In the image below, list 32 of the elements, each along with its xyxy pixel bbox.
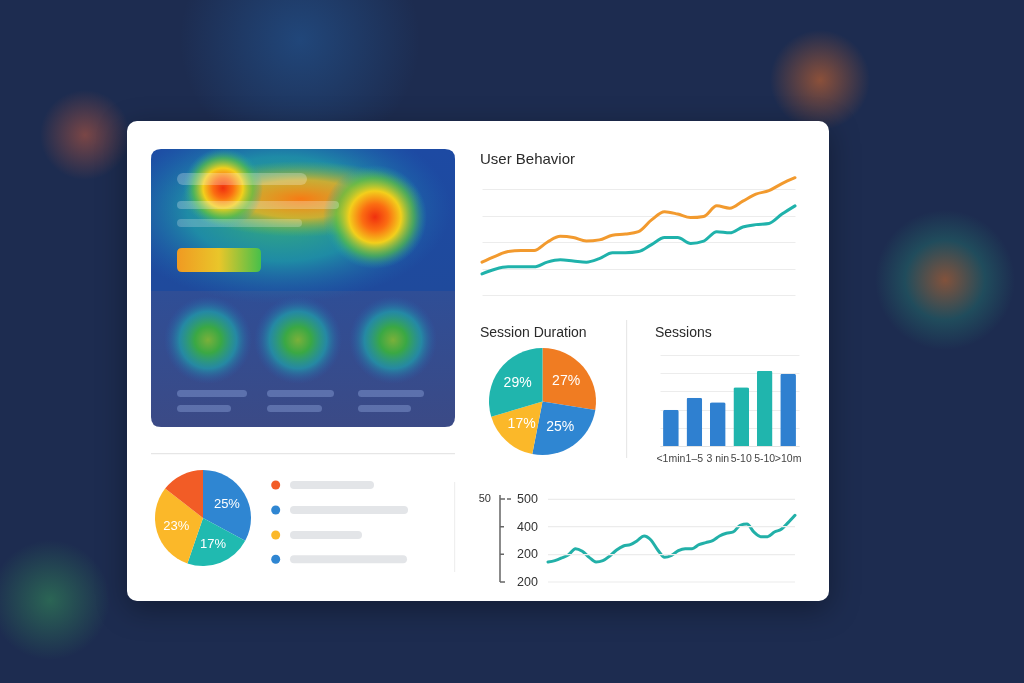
pie-slice xyxy=(491,401,543,455)
text: 500 xyxy=(517,492,538,506)
x-tick-label: 1–5 xyxy=(685,451,704,464)
x-tick-label: 3 nin xyxy=(706,451,730,464)
pie-slice xyxy=(542,348,596,411)
chart-title: Sessions xyxy=(655,324,712,340)
data-label: 27% xyxy=(552,372,581,389)
x-tick-label: >10m xyxy=(774,451,802,464)
pie-slice xyxy=(187,518,246,566)
pie-slice xyxy=(155,488,203,564)
pie-slice xyxy=(489,348,543,417)
text: 400 xyxy=(517,519,538,534)
data-label: 17% xyxy=(200,535,227,551)
x-tick-label: <1min xyxy=(656,451,686,464)
data-label: 25% xyxy=(546,417,575,434)
chart-title: Session Duration xyxy=(480,324,587,340)
pie-slice xyxy=(165,470,203,518)
x-tick-label: 5-10 xyxy=(754,451,776,464)
text: 200 xyxy=(517,575,538,589)
data-label: 23% xyxy=(163,517,190,533)
x-tick-label: 5-10 xyxy=(730,451,752,464)
data-label: 25% xyxy=(213,495,241,511)
bar xyxy=(733,387,750,446)
pie-slice xyxy=(203,470,251,541)
bar xyxy=(686,397,703,446)
text: 50 xyxy=(478,492,491,504)
bar xyxy=(756,370,773,446)
data-label: 17% xyxy=(507,415,536,432)
data-label: 29% xyxy=(503,373,532,390)
chart-title: User Behavior xyxy=(480,150,576,168)
bar xyxy=(709,402,726,446)
text: 200 xyxy=(517,547,538,562)
